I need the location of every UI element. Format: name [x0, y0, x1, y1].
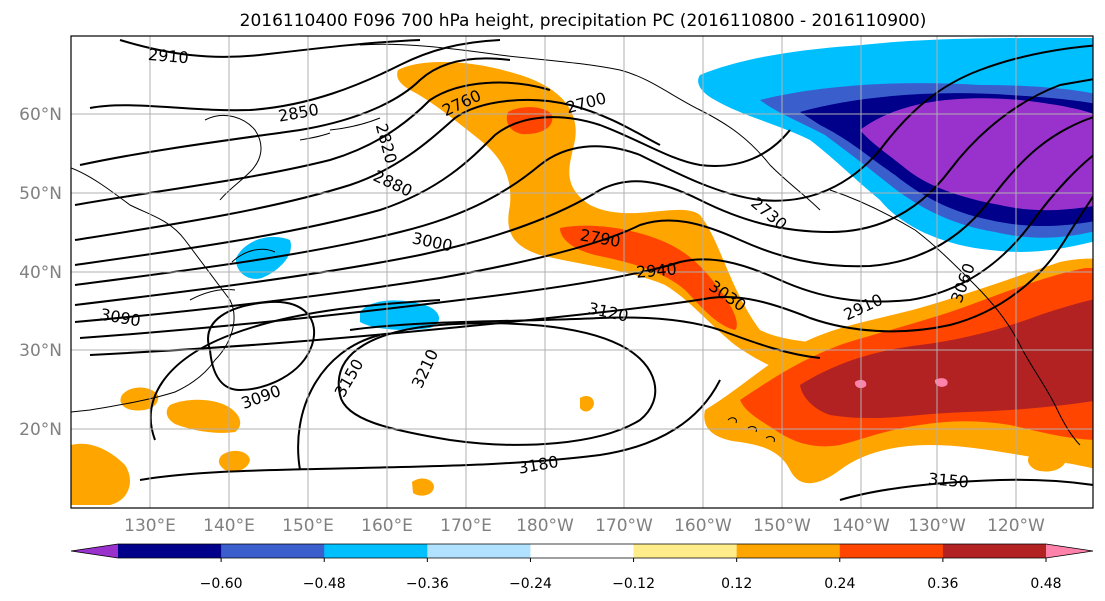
positive-band-red	[560, 225, 737, 330]
colorbar-ticks: −0.60 −0.48 −0.36 −0.24 −0.12 0.12 0.24 0.36 0.4…	[200, 558, 1062, 592]
lon-label: 140°W	[832, 516, 890, 536]
height-contours	[74, 39, 1093, 501]
colorbar-tick-label: −0.36	[406, 576, 449, 592]
colorbar-extend-low	[71, 544, 118, 558]
colorbar-cell	[530, 544, 635, 558]
lon-label: 170°W	[595, 516, 653, 536]
colorbar-cell	[942, 544, 1047, 558]
negative-anomaly-core	[860, 98, 1093, 211]
colorbar-cell	[736, 544, 841, 558]
negative-patch-midpacific	[360, 300, 440, 330]
positive-patch-mid	[580, 396, 594, 412]
negative-anomaly-cap	[830, 38, 1093, 71]
colorbar-cell	[427, 544, 531, 558]
lat-label: 50°N	[19, 184, 62, 204]
lon-label: 140°E	[203, 516, 255, 536]
lon-label: 160°W	[674, 516, 732, 536]
asia-coast	[71, 167, 235, 413]
colorbar-tick-label: 0.12	[721, 576, 752, 592]
colorbar-tick-label: −0.24	[509, 576, 552, 592]
lon-label: 150°E	[282, 516, 334, 536]
longitude-labels: 130°E 140°E 150°E 160°E 170°E 180°W 170°…	[124, 516, 1045, 536]
lon-label: 160°E	[361, 516, 413, 536]
contour-label: 2910	[147, 45, 189, 67]
colorbar-cell	[633, 544, 738, 558]
map-title: 2016110400 F096 700 hPa height, precipit…	[240, 11, 927, 31]
lon-label: 130°W	[908, 516, 966, 536]
colorbar-extend-high	[1046, 544, 1093, 558]
colorbar-cell	[324, 544, 428, 558]
colorbar-tick-label: −0.60	[200, 576, 243, 592]
latitude-labels: 60°N 50°N 40°N 30°N 20°N	[19, 105, 62, 440]
positive-patch-w2	[166, 399, 241, 433]
lat-label: 60°N	[19, 105, 62, 125]
positive-subtropical-deep	[800, 299, 1093, 419]
colorbar-cell	[839, 544, 944, 558]
map-frame	[70, 35, 1094, 509]
contour-label: 2940	[635, 259, 677, 281]
lon-label: 150°W	[753, 516, 811, 536]
positive-patch-w4	[71, 443, 130, 505]
lon-label: 120°W	[987, 516, 1045, 536]
lon-label: 130°E	[124, 516, 176, 536]
colorbar-tick-label: −0.48	[303, 576, 346, 592]
lat-label: 40°N	[19, 263, 62, 283]
alaska-coast	[359, 43, 821, 211]
colorbar-tick-label: 0.24	[824, 576, 855, 592]
colorbar-tick-label: 0.48	[1030, 576, 1061, 592]
kamchatka-coast	[204, 115, 262, 201]
gridlines	[71, 36, 1093, 508]
positive-patch-s	[412, 478, 434, 496]
na-west-coast	[829, 189, 1081, 446]
colorbar: −0.60 −0.48 −0.36 −0.24 −0.12 0.12 0.24 0.36 0.4…	[70, 543, 1094, 592]
hawaii	[727, 417, 775, 443]
coastlines	[71, 43, 1081, 446]
colorbar-cell	[118, 544, 222, 558]
negative-patch-japan	[235, 236, 291, 279]
colorbar-cell	[221, 544, 325, 558]
colorbar-cells	[71, 544, 1093, 558]
aleutians	[299, 117, 381, 141]
lat-label: 20°N	[19, 420, 62, 440]
colorbar-tick-label: 0.36	[927, 576, 958, 592]
positive-patch-w3	[218, 450, 250, 472]
positive-patch-se	[1028, 450, 1066, 472]
colorbar-outline	[70, 543, 1094, 559]
lat-label: 30°N	[19, 341, 62, 361]
lon-label: 170°E	[440, 516, 492, 536]
map-area: 2910 2850 2820 2760 2700 2880 3000 2790 …	[70, 35, 1094, 509]
positive-patch-w1	[120, 387, 159, 411]
contour-label: 3150	[927, 469, 969, 491]
positive-extreme-dot-2	[934, 378, 948, 387]
japan-coast	[189, 248, 276, 301]
colorbar-tick-label: −0.12	[612, 576, 655, 592]
lon-label: 180°W	[516, 516, 574, 536]
